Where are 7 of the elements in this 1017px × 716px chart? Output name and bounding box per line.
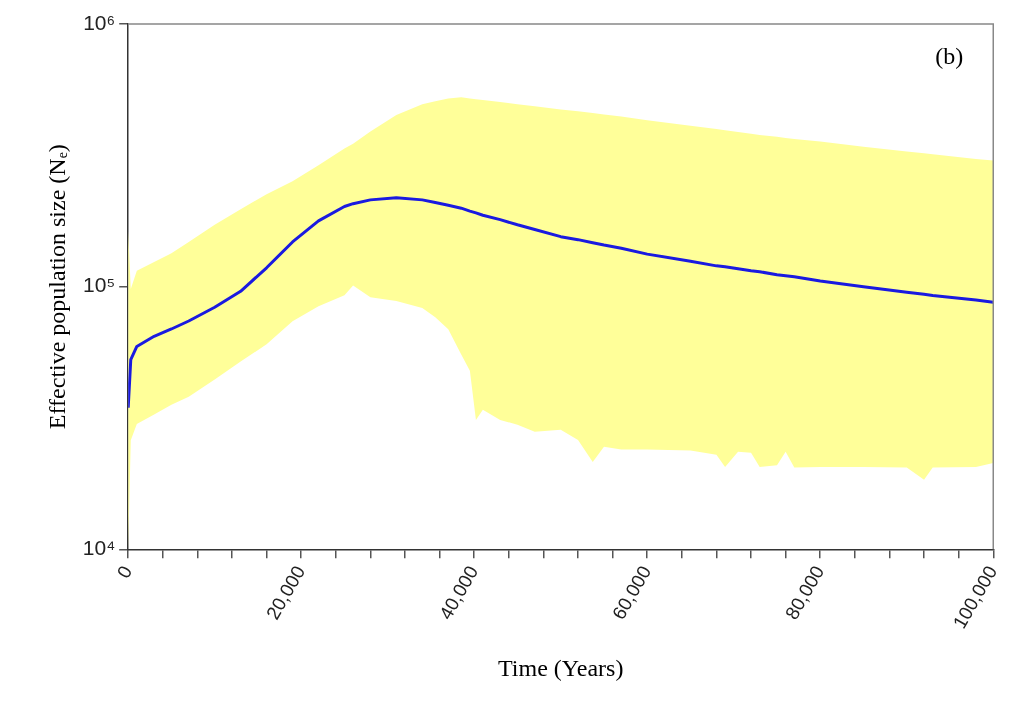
y-tick-label: 10⁵	[83, 273, 116, 297]
y-tick-label: 10⁴	[82, 536, 116, 560]
x-axis-title: Time (Years)	[498, 654, 624, 681]
annotation: (b)	[935, 43, 964, 70]
y-axis-title: Effective population size (Nₑ)	[43, 144, 70, 430]
x-tick-label: 0	[112, 562, 137, 582]
y-tick-label: 10⁶	[83, 10, 116, 34]
